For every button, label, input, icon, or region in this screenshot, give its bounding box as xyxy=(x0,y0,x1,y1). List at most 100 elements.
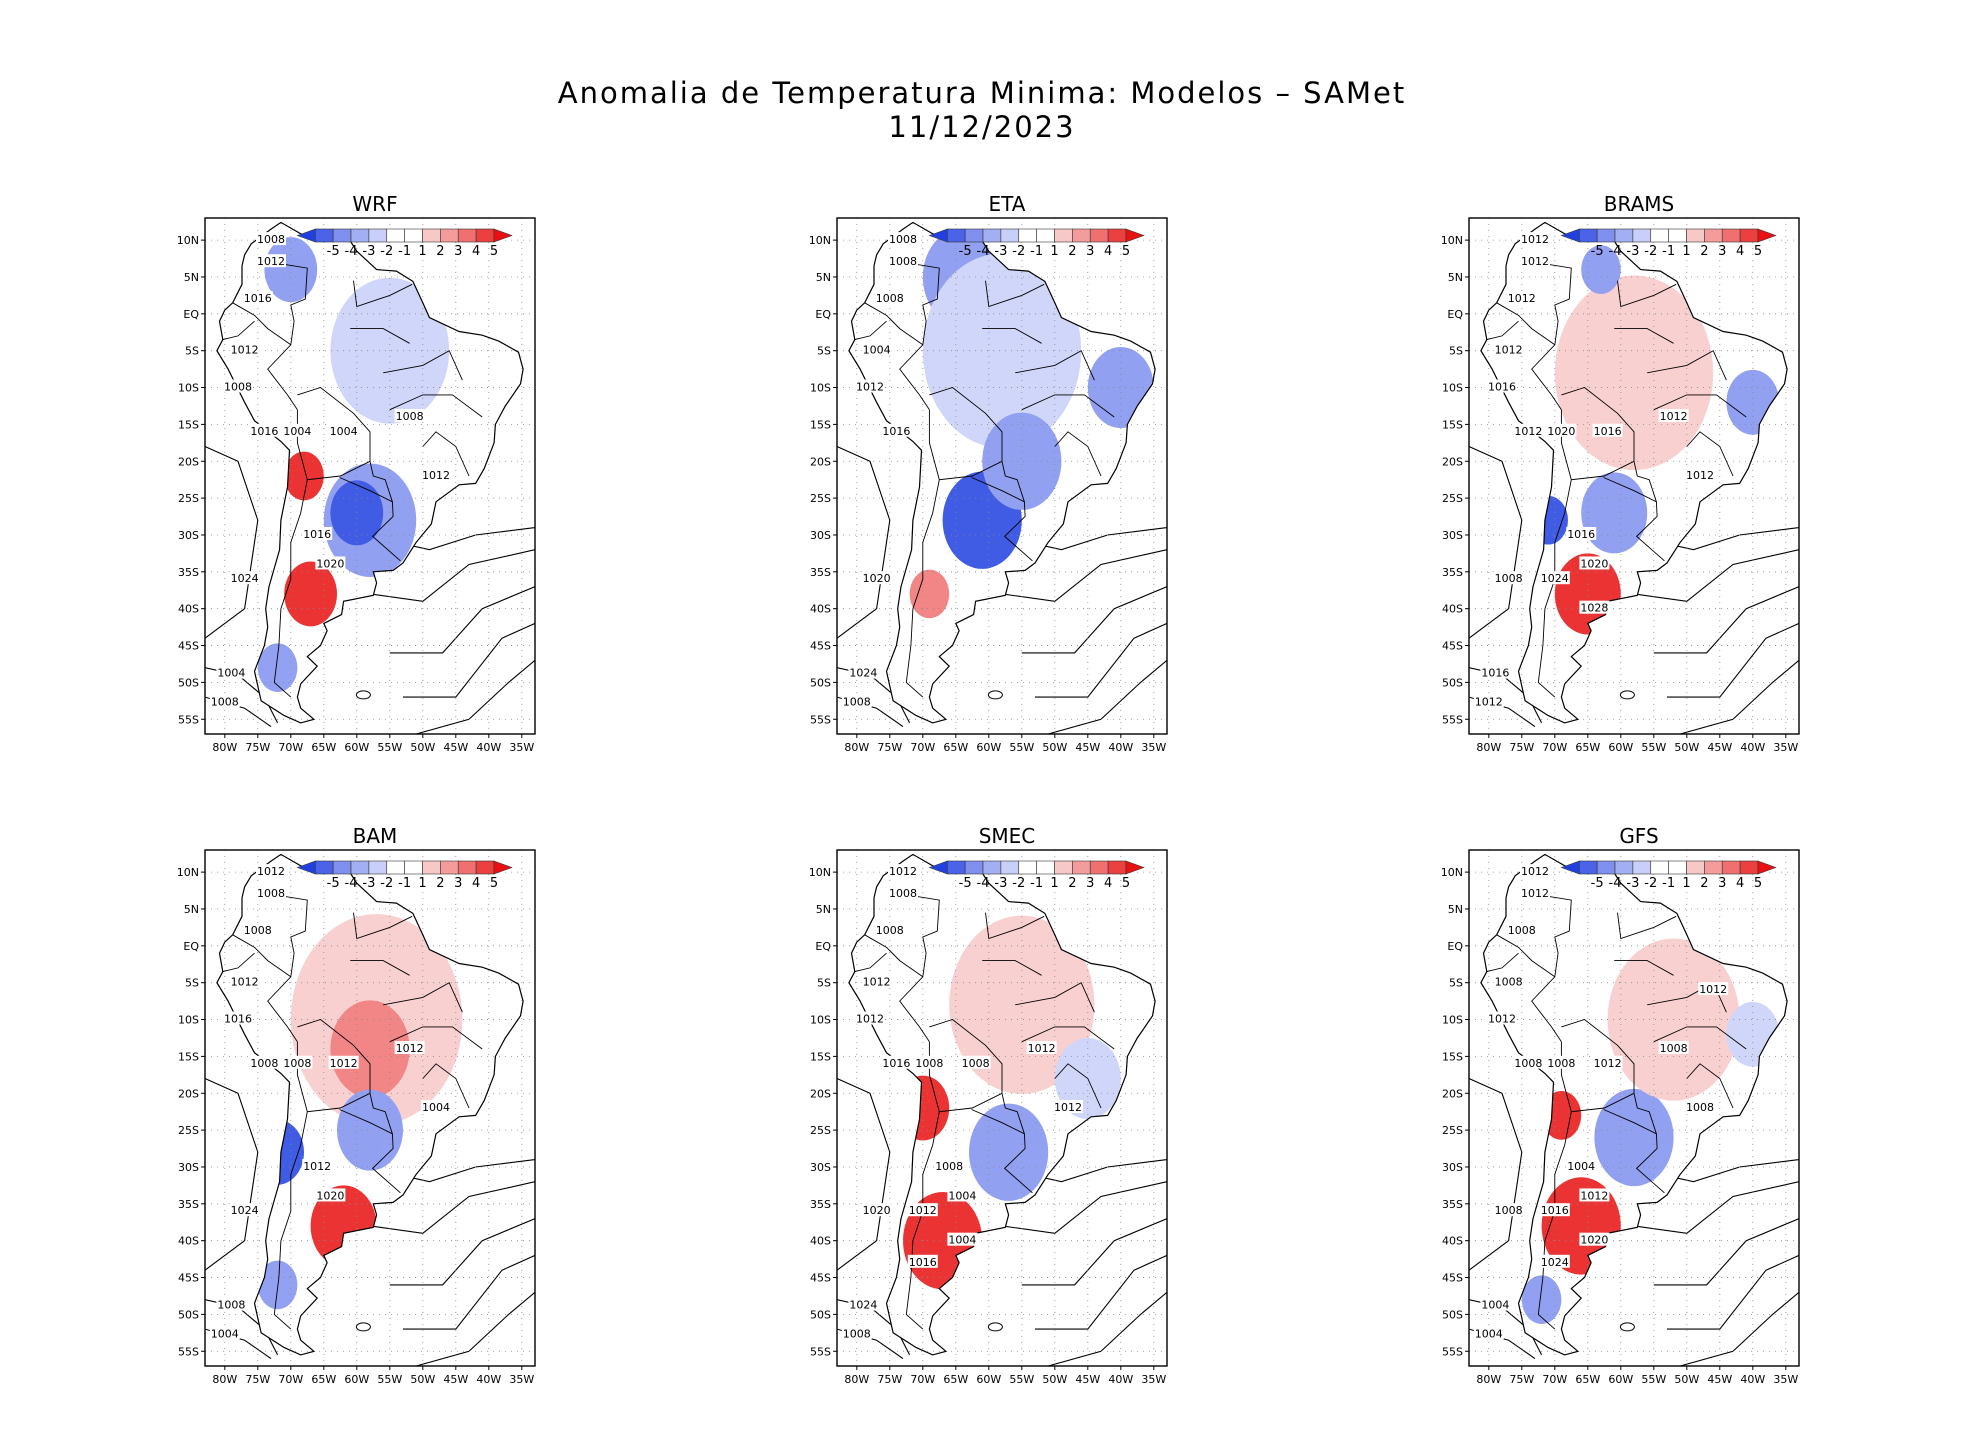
isobar-label-bg xyxy=(947,1232,978,1246)
isobar-label: 1016 xyxy=(909,1256,937,1269)
colorbar-segment xyxy=(1614,860,1634,875)
lat-tick-label: 45S xyxy=(178,1272,199,1285)
lat-tick-label: 40S xyxy=(178,603,199,616)
isobar-label: 1016 xyxy=(882,425,910,438)
lon-tick-label: 60W xyxy=(976,741,1001,754)
lat-tick-label: EQ xyxy=(183,940,199,953)
isobar-label-bg xyxy=(1685,468,1715,481)
panel-title: SMEC xyxy=(978,824,1036,848)
border-line xyxy=(1015,350,1095,381)
isobar-label: 1012 xyxy=(1054,1101,1082,1114)
isobar-label: 1016 xyxy=(1594,425,1622,438)
lon-tick-label: 65W xyxy=(311,1373,336,1386)
isobar-label: 1008 xyxy=(915,1057,943,1070)
colorbar-segment xyxy=(1000,860,1020,875)
isobar-label-bg xyxy=(242,923,273,937)
isobar-label-bg xyxy=(1539,571,1570,585)
colorbar-tick-label: 3 xyxy=(1086,244,1094,259)
border-line xyxy=(353,912,413,940)
isobar-label-bg xyxy=(1480,665,1511,679)
border-line xyxy=(1653,1026,1747,1050)
border-line xyxy=(267,893,308,1042)
lon-tick-label: 70W xyxy=(910,741,935,754)
lon-tick-label: 65W xyxy=(1575,1373,1600,1386)
isobar-label: 1004 xyxy=(211,1327,239,1340)
lat-tick-label: 5N xyxy=(816,271,831,284)
border-line xyxy=(422,431,470,477)
isobar-label-bg xyxy=(421,468,451,481)
lat-tick-label: 10N xyxy=(177,866,199,879)
isobar-label-bg xyxy=(1698,982,1729,996)
isobar-label-bg xyxy=(861,1203,892,1217)
anomaly-patch xyxy=(337,1089,403,1171)
lon-tick-label: 45W xyxy=(443,1373,468,1386)
isobar-label: 1012 xyxy=(257,865,285,878)
isobar-line xyxy=(1680,659,1799,734)
isobar-labels: 1012 1008 1008 1012 1012 1016 1008 1008 1012 1012… xyxy=(841,864,1083,1340)
colorbar-tick-label: 5 xyxy=(1754,244,1762,259)
isobar-label: 1020 xyxy=(863,572,891,585)
colorbar-tick-label: 2 xyxy=(436,244,444,259)
colorbar-segment xyxy=(1614,228,1634,243)
lat-tick-label: 25S xyxy=(1442,1124,1463,1137)
isobar-line xyxy=(403,1254,535,1330)
isobar-label: 1012 xyxy=(1521,865,1549,878)
isobar-label-bg xyxy=(328,1055,359,1069)
colorbar: -5 -4 -3 -2 -1 1 2 3 4 5 xyxy=(296,860,513,891)
isobar-labels: 1012 1012 1012 1012 1016 1012 1020 1016 1012 1012… xyxy=(1473,232,1715,708)
isobar-label-bg xyxy=(249,423,280,437)
lat-tick-label: 50S xyxy=(810,1308,831,1321)
plot-frame xyxy=(204,217,536,735)
colorbar-tick-label: -1 xyxy=(1662,244,1675,259)
anomaly-patch xyxy=(1554,553,1621,635)
colorbar-tick-label: -1 xyxy=(398,876,411,891)
lat-tick-label: 5N xyxy=(816,903,831,916)
lon-tick-label: 40W xyxy=(1740,741,1765,754)
border-line xyxy=(1647,350,1727,381)
colorbar-tick-label: -3 xyxy=(994,876,1007,891)
border-line xyxy=(1633,1093,1657,1134)
lat-tick-label: 10N xyxy=(177,234,199,247)
lat-tick-label: 45S xyxy=(1442,1272,1463,1285)
isobar-label-bg xyxy=(1539,1203,1570,1217)
lat-tick-label: 15S xyxy=(810,418,831,431)
border-line xyxy=(353,280,413,308)
isobar-labels: 1008 1008 1008 1004 1012 1016 1020 1024 1008 xyxy=(841,232,918,708)
colorbar-tick-label: -4 xyxy=(977,876,990,891)
isobar-label-bg xyxy=(394,1041,425,1055)
isobar-line xyxy=(837,445,891,639)
isobar-label-bg xyxy=(881,423,912,437)
colorbar-segment xyxy=(368,860,388,875)
border-line xyxy=(389,1026,483,1050)
isobar-label-bg xyxy=(1506,291,1537,305)
border-line xyxy=(1560,386,1635,481)
lat-tick-label: 20S xyxy=(178,1087,199,1100)
lat-tick-label: 55S xyxy=(1442,1345,1463,1358)
isobar-label-bg xyxy=(907,1203,938,1217)
lat-tick-label: 5N xyxy=(1448,271,1463,284)
colorbar-tick-label: 3 xyxy=(454,876,462,891)
colorbar-tick-label: -5 xyxy=(327,244,340,259)
colorbar-segment xyxy=(422,860,441,875)
isobar-layer xyxy=(205,445,535,734)
border-line xyxy=(854,952,887,973)
lat-tick-label: 55S xyxy=(178,1345,199,1358)
border-line xyxy=(1686,431,1734,477)
colorbar-segment xyxy=(314,860,334,875)
panel-bam: BAM 1012 1008 1008 1012 1016 1008 1008 1012 1012… xyxy=(160,824,590,1386)
map-brams: 1012 1012 1012 1012 1016 1012 1020 1016 1012 1012… xyxy=(1441,217,1800,754)
lat-tick-label: 20S xyxy=(178,455,199,468)
lat-tick-label: 30S xyxy=(810,1161,831,1174)
border-line xyxy=(389,394,483,418)
colorbar-tick-label: 1 xyxy=(1682,244,1690,259)
anomaly-patch xyxy=(909,569,950,619)
panel-eta: ETA 1008 1008 1008 1004 1012 1016 1020 1024 1008… xyxy=(792,192,1222,754)
isobar-label: 1012 xyxy=(396,1042,424,1055)
lat-tick-label: 10S xyxy=(178,382,199,395)
border-line xyxy=(982,328,1042,344)
lat-tick-label: 50S xyxy=(1442,1308,1463,1321)
panel-title: BAM xyxy=(352,824,398,848)
isobar-label: 1012 xyxy=(889,865,917,878)
colorbar-tick-label: 2 xyxy=(1700,876,1708,891)
isobar-label-bg xyxy=(223,379,253,393)
